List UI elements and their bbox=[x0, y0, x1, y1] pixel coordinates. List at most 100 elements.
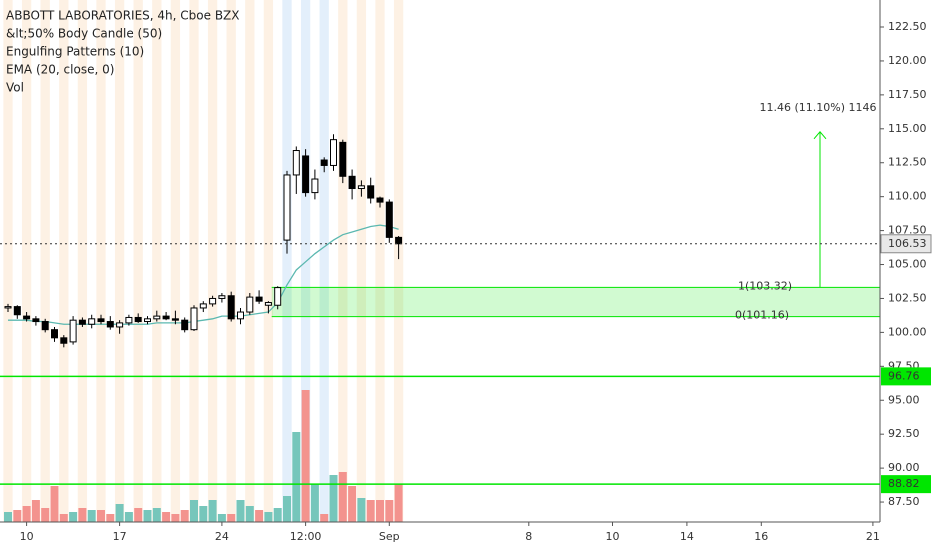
candle-body bbox=[23, 315, 31, 320]
candle-body bbox=[227, 295, 235, 320]
candle-body bbox=[339, 141, 347, 177]
candle-body bbox=[255, 296, 263, 302]
session-stripe bbox=[133, 0, 143, 522]
candle-body bbox=[106, 321, 114, 328]
candle-body bbox=[348, 175, 356, 190]
session-stripe bbox=[226, 0, 236, 522]
candle-body bbox=[320, 159, 328, 166]
x-tick-label: 24 bbox=[215, 530, 229, 543]
volume-bar bbox=[41, 508, 50, 522]
volume-bar bbox=[310, 484, 319, 522]
volume-bar bbox=[190, 500, 198, 522]
volume-bar bbox=[320, 514, 329, 522]
y-tick-label: 110.00 bbox=[888, 190, 927, 203]
candle-body bbox=[171, 318, 179, 321]
candle-body bbox=[41, 321, 49, 331]
volume-bar bbox=[329, 475, 338, 522]
volume-bar bbox=[236, 500, 245, 522]
candle-body bbox=[367, 185, 375, 199]
candle-body bbox=[264, 302, 272, 306]
candle-body bbox=[357, 185, 365, 190]
candle-body bbox=[162, 315, 170, 320]
volume-bar bbox=[22, 506, 31, 522]
volume-bar bbox=[292, 432, 301, 522]
candle-body bbox=[199, 303, 207, 309]
candle-body bbox=[97, 318, 105, 323]
x-tick-label: 8 bbox=[525, 530, 532, 543]
candle-body bbox=[283, 174, 291, 241]
session-stripe bbox=[3, 0, 13, 522]
volume-bar bbox=[273, 508, 282, 522]
indicator-label: Vol bbox=[6, 81, 24, 95]
marks bbox=[4, 134, 880, 522]
candle-body bbox=[32, 318, 40, 323]
fib-label: 1(103.32) bbox=[738, 279, 792, 292]
candle-body bbox=[376, 197, 384, 203]
y-tick-label: 87.50 bbox=[888, 495, 920, 508]
session-stripe bbox=[207, 0, 218, 522]
level-box bbox=[881, 475, 931, 494]
session-stripe bbox=[114, 0, 125, 522]
volume-bar bbox=[31, 500, 40, 522]
volume-bar bbox=[134, 508, 143, 522]
indicator-label: &lt;50% Body Candle (50) bbox=[6, 27, 162, 41]
session-stripe bbox=[375, 0, 385, 522]
volume-bar bbox=[338, 472, 347, 522]
session-stripe bbox=[282, 0, 292, 522]
volume-bar bbox=[255, 510, 264, 522]
level-label: 96.76 bbox=[888, 369, 920, 382]
session-stripe bbox=[77, 0, 88, 522]
session-stripe bbox=[263, 0, 274, 522]
x-tick-label: 12:00 bbox=[290, 530, 322, 543]
candle-body bbox=[116, 322, 124, 328]
volume-bar bbox=[124, 512, 133, 522]
volume-bar bbox=[376, 500, 384, 522]
candle-body bbox=[274, 287, 282, 306]
session-stripe bbox=[393, 0, 404, 522]
volume-bar bbox=[264, 512, 273, 522]
volume-bar bbox=[4, 512, 12, 522]
candle-body bbox=[292, 150, 300, 176]
x-tick-label: 21 bbox=[866, 530, 880, 543]
y-tick-label: 107.50 bbox=[888, 224, 927, 237]
candle-body bbox=[4, 306, 12, 309]
measure-label: 11.46 (11.10%) 1146 bbox=[759, 101, 876, 114]
candle-body bbox=[209, 297, 217, 305]
last-price-label: 106.53 bbox=[888, 237, 927, 250]
x-tick-label: Sep bbox=[379, 530, 400, 543]
volume-bar bbox=[59, 514, 68, 522]
candle-body bbox=[237, 311, 244, 320]
volume-bar bbox=[13, 510, 22, 522]
candle-body bbox=[134, 316, 142, 323]
volume-bar bbox=[301, 390, 310, 522]
session-stripe bbox=[152, 0, 162, 522]
candle-body bbox=[69, 319, 77, 343]
session-stripe bbox=[170, 0, 181, 522]
last-price-box bbox=[880, 234, 932, 254]
volume-bar bbox=[162, 512, 171, 522]
volume-bar bbox=[385, 500, 394, 522]
volume-bar bbox=[50, 486, 59, 522]
y-tick-label: 115.00 bbox=[888, 122, 927, 135]
volume-bar bbox=[348, 486, 357, 522]
session-stripe bbox=[40, 0, 50, 522]
fib-zone bbox=[271, 287, 880, 317]
volume-bar bbox=[208, 500, 217, 522]
session-stripe bbox=[356, 0, 367, 522]
indicator-label: EMA (20, close, 0) bbox=[6, 63, 114, 77]
volume-bar bbox=[283, 496, 291, 522]
candle-body bbox=[60, 337, 68, 344]
y-tick-label: 120.00 bbox=[888, 54, 927, 67]
indicator-label: Engulfing Patterns (10) bbox=[6, 45, 144, 59]
volume-bar bbox=[143, 510, 152, 522]
volume-bar bbox=[227, 514, 236, 522]
volume-bar bbox=[217, 514, 226, 522]
volume-bar bbox=[245, 506, 254, 522]
x-tick-label: 10 bbox=[20, 530, 34, 543]
fib-label: 0(101.16) bbox=[735, 309, 789, 322]
y-tick-label: 117.50 bbox=[888, 88, 927, 101]
candle-body bbox=[190, 307, 198, 331]
candle-body bbox=[125, 316, 133, 324]
session-stripe bbox=[21, 0, 32, 522]
